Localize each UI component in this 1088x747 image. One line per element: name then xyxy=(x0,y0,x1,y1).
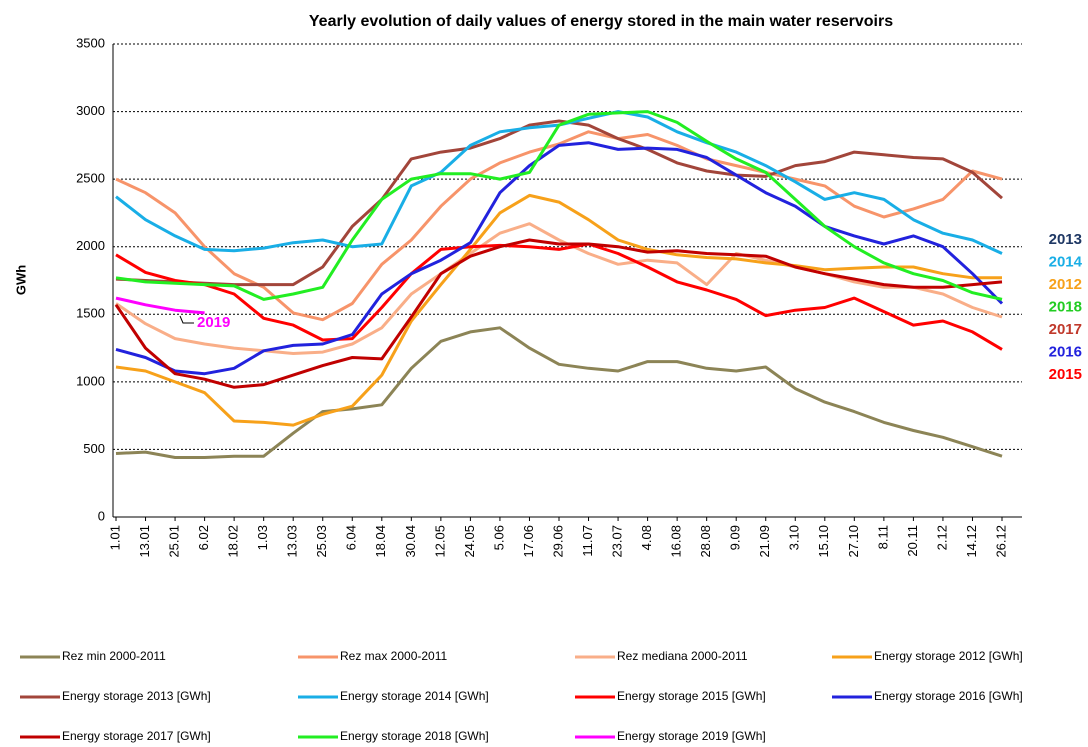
y-tick-label: 0 xyxy=(98,508,105,523)
legend-label: Energy storage 2018 [GWh] xyxy=(340,729,489,743)
x-tick-label: 17.06 xyxy=(521,525,536,558)
legend-label: Rez max 2000-2011 xyxy=(340,649,448,663)
x-tick-label: 6.04 xyxy=(344,525,359,550)
series-line xyxy=(115,296,205,315)
x-tick-label: 25.03 xyxy=(314,525,329,558)
y-tick-label: 500 xyxy=(83,441,105,456)
leader-line xyxy=(179,315,194,324)
x-tick-label: 30.04 xyxy=(403,525,418,558)
annotation: 2018 xyxy=(1049,298,1082,315)
y-tick-label: 2000 xyxy=(76,238,105,253)
series-line xyxy=(115,141,1004,376)
y-tick-label: 1500 xyxy=(76,306,105,321)
x-tick-label: 29.06 xyxy=(550,525,565,558)
series-line xyxy=(114,238,1003,389)
y-axis-label: GWh xyxy=(13,265,28,295)
annotation: 2017 xyxy=(1049,321,1082,338)
x-tick-label: 28.08 xyxy=(698,525,713,558)
x-tick-label: 9.09 xyxy=(728,525,743,550)
x-tick-label: 16.08 xyxy=(669,525,684,558)
annotation: 2013 xyxy=(1049,231,1082,248)
y-tick-label: 2500 xyxy=(76,171,105,186)
legend-label: Energy storage 2014 [GWh] xyxy=(340,689,489,703)
x-tick-label: 27.10 xyxy=(846,525,861,558)
legend-label: Energy storage 2016 [GWh] xyxy=(874,689,1023,703)
series-line xyxy=(115,193,1002,427)
x-tick-label: 26.12 xyxy=(993,525,1008,558)
x-tick-label: 14.12 xyxy=(964,525,979,558)
legend-label: Energy storage 2019 [GWh] xyxy=(617,729,766,743)
x-tick-label: 18.02 xyxy=(226,525,241,558)
legend-label: Energy storage 2017 [GWh] xyxy=(62,729,211,743)
x-tick-label: 18.04 xyxy=(373,525,388,558)
x-tick-label: 1.03 xyxy=(255,525,270,550)
y-tick-label: 3500 xyxy=(76,35,105,50)
annotation: 2016 xyxy=(1049,343,1082,360)
x-tick-label: 6.02 xyxy=(196,525,211,550)
x-tick-label: 24.05 xyxy=(462,525,477,558)
annotation: 2015 xyxy=(1049,366,1082,383)
x-tick-label: 13.03 xyxy=(285,525,300,558)
x-tick-label: 13.01 xyxy=(137,525,152,558)
legend-label: Energy storage 2012 [GWh] xyxy=(874,649,1023,663)
legend-label: Rez mediana 2000-2011 xyxy=(617,649,748,663)
inline-label: 2019 xyxy=(197,314,230,331)
legend-label: Rez min 2000-2011 xyxy=(62,649,166,663)
x-tick-label: 5.06 xyxy=(491,525,506,550)
x-tick-label: 12.05 xyxy=(432,525,447,558)
x-tick-label: 4.08 xyxy=(639,525,654,550)
series-line xyxy=(115,242,1003,351)
x-tick-label: 11.07 xyxy=(580,525,595,557)
annotation: 2012 xyxy=(1049,276,1082,293)
series-line xyxy=(115,110,1003,255)
x-tick-label: 23.07 xyxy=(610,525,625,558)
x-tick-label: 15.10 xyxy=(816,525,831,558)
x-tick-label: 25.01 xyxy=(167,525,182,558)
x-tick-label: 1.01 xyxy=(107,525,122,550)
chart-title: Yearly evolution of daily values of ener… xyxy=(309,13,893,30)
x-tick-label: 3.10 xyxy=(787,525,802,550)
y-tick-label: 1000 xyxy=(76,373,105,388)
series-line xyxy=(115,326,1003,459)
x-tick-label: 20.11 xyxy=(905,525,920,557)
x-tick-label: 2.12 xyxy=(934,525,949,550)
y-tick-label: 3000 xyxy=(76,103,105,118)
x-tick-label: 8.11 xyxy=(875,525,890,549)
annotation: 2014 xyxy=(1049,253,1083,270)
series-line xyxy=(115,119,1003,287)
legend-label: Energy storage 2015 [GWh] xyxy=(617,689,766,703)
legend-label: Energy storage 2013 [GWh] xyxy=(62,689,211,703)
x-tick-label: 21.09 xyxy=(757,525,772,558)
series-line xyxy=(115,110,1003,301)
